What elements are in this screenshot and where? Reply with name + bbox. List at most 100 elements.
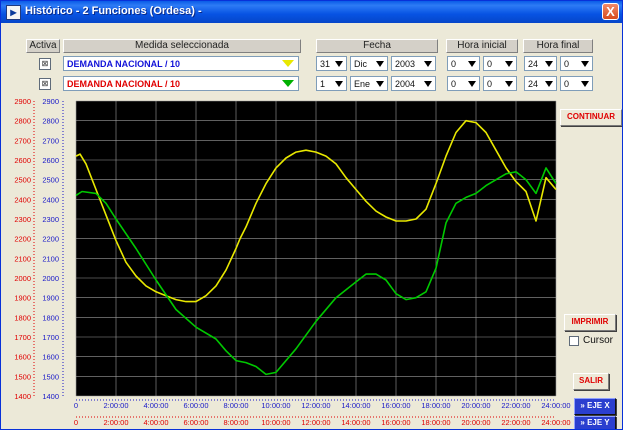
- end-minute-select-1[interactable]: 0: [560, 56, 593, 71]
- x-tick-label-top: 14:00:00: [341, 401, 370, 410]
- x-tick-label-bottom: 20:00:00: [461, 418, 490, 427]
- start-hour-select-2-value: 0: [451, 79, 457, 89]
- x-tick-label-bottom: 12:00:00: [301, 418, 330, 427]
- end-hour-select-1[interactable]: 24: [524, 56, 557, 71]
- x-tick-label-bottom: 16:00:00: [381, 418, 410, 427]
- active-checkbox-1[interactable]: ⊠: [39, 58, 51, 70]
- cursor-checkbox[interactable]: [569, 336, 579, 346]
- close-button[interactable]: X: [602, 3, 619, 20]
- chevron-down-icon: [505, 61, 513, 67]
- x-tick-label-top: 10:00:00: [261, 401, 290, 410]
- end-hour-select-1-value: 24: [528, 59, 539, 69]
- end-minute-select-1-value: 0: [564, 59, 570, 69]
- y-tick-label-right: 2300: [42, 215, 59, 224]
- series-line-1: [75, 119, 557, 303]
- x-tick-label-bottom: 4:00:00: [143, 418, 168, 427]
- series-line-2: [75, 167, 557, 376]
- end-hour-select-2-value: 24: [528, 79, 539, 89]
- header-date: Fecha: [316, 39, 438, 53]
- title-bar[interactable]: ▶ Histórico - 2 Funciones (Ordesa) - X: [1, 1, 622, 23]
- header-active: Activa: [26, 39, 60, 53]
- axis-x-button[interactable]: » EJE X: [574, 398, 616, 415]
- measure-select-2[interactable]: DEMANDA NACIONAL / 10: [63, 76, 299, 91]
- x-tick-label-top: 4:00:00: [143, 401, 168, 410]
- start-hour-select-1[interactable]: 0: [447, 56, 480, 71]
- x-tick-label-bottom: 24:00:00: [541, 418, 570, 427]
- day-select-1-value: 31: [320, 59, 331, 69]
- y-tick-label-right: 2100: [42, 254, 59, 263]
- chevron-down-icon: [282, 60, 294, 67]
- x-tick-label-bottom: 2:00:00: [103, 418, 128, 427]
- x-tick-label-bottom: 6:00:00: [183, 418, 208, 427]
- x-tick-label-top: 12:00:00: [301, 401, 330, 410]
- x-tick-label-top: 24:00:00: [541, 401, 570, 410]
- y-tick-label-right: 1600: [42, 353, 59, 362]
- header-start-time: Hora inicial: [446, 39, 518, 53]
- chevron-down-icon: [282, 80, 294, 87]
- cursor-label: Cursor: [583, 335, 614, 346]
- series-group: [75, 119, 557, 376]
- x-tick-label-top: 6:00:00: [183, 401, 208, 410]
- active-checkbox-2[interactable]: ⊠: [39, 78, 51, 90]
- chevron-down-icon: [335, 81, 343, 87]
- header-measure: Medida seleccionada: [63, 39, 301, 53]
- x-tick-label-bottom: 14:00:00: [341, 418, 370, 427]
- start-minute-select-1-value: 0: [487, 59, 493, 69]
- chevron-down-icon: [468, 61, 476, 67]
- window-title: Histórico - 2 Funciones (Ordesa) -: [25, 5, 202, 17]
- x-tick-label-bottom: 8:00:00: [223, 418, 248, 427]
- month-select-2[interactable]: Ene: [350, 76, 388, 91]
- x-axis: 0 0 2:00:00 2:00:00 4:00:00 4:00:00 6:00:00 6:0…: [74, 399, 571, 427]
- header-end-time: Hora final: [523, 39, 593, 53]
- start-minute-select-2-value: 0: [487, 79, 493, 89]
- x-tick-label-top: 2:00:00: [103, 401, 128, 410]
- year-select-2-value: 2004: [395, 79, 416, 89]
- chevron-down-icon: [468, 81, 476, 87]
- y-tick-label-left: 1900: [14, 294, 31, 303]
- y-tick-label-left: 2400: [14, 195, 31, 204]
- y-tick-label-right: 1900: [42, 294, 59, 303]
- y-tick-label-left: 1700: [14, 333, 31, 342]
- start-hour-select-1-value: 0: [451, 59, 457, 69]
- measure-select-1[interactable]: DEMANDA NACIONAL / 10: [63, 56, 299, 71]
- y-tick-label-right: 2200: [42, 235, 59, 244]
- y-tick-label-left: 2900: [14, 97, 31, 106]
- chevron-down-icon: [424, 61, 432, 67]
- day-select-2[interactable]: 1: [316, 76, 347, 91]
- x-tick-label-top: 22:00:00: [501, 401, 530, 410]
- app-icon: ▶: [6, 5, 21, 20]
- x-tick-label-top: 20:00:00: [461, 401, 490, 410]
- chevron-down-icon: [335, 61, 343, 67]
- y-tick-label-left: 1600: [14, 353, 31, 362]
- month-select-1[interactable]: Dic: [350, 56, 388, 71]
- month-select-1-value: Dic: [354, 59, 367, 69]
- y-tick-label-right: 1800: [42, 313, 59, 322]
- y-tick-label-right: 2600: [42, 156, 59, 165]
- day-select-1[interactable]: 31: [316, 56, 347, 71]
- chevron-down-icon: [505, 81, 513, 87]
- year-select-1[interactable]: 2003: [391, 56, 436, 71]
- start-hour-select-2[interactable]: 0: [447, 76, 480, 91]
- x-tick-label-top: 0: [74, 401, 78, 410]
- axis-y-button[interactable]: » EJE Y: [574, 416, 616, 429]
- exit-button[interactable]: SALIR: [573, 373, 609, 390]
- end-minute-select-2[interactable]: 0: [560, 76, 593, 91]
- y-tick-label-left: 2600: [14, 156, 31, 165]
- print-button[interactable]: IMPRIMIR: [564, 314, 616, 331]
- x-tick-label-top: 8:00:00: [223, 401, 248, 410]
- y-tick-label-right: 1500: [42, 372, 59, 381]
- end-hour-select-2[interactable]: 24: [524, 76, 557, 91]
- year-select-2[interactable]: 2004: [391, 76, 436, 91]
- start-minute-select-2[interactable]: 0: [483, 76, 517, 91]
- x-tick-label-bottom: 10:00:00: [261, 418, 290, 427]
- x-tick-label-top: 16:00:00: [381, 401, 410, 410]
- measure-select-1-value: DEMANDA NACIONAL / 10: [67, 59, 181, 69]
- continue-button[interactable]: CONTINUAR: [560, 109, 622, 126]
- chevron-down-icon: [424, 81, 432, 87]
- y-tick-label-right: 2800: [42, 117, 59, 126]
- y-tick-label-right: 2700: [42, 136, 59, 145]
- y-tick-label-right: 1400: [42, 392, 59, 401]
- start-minute-select-1[interactable]: 0: [483, 56, 517, 71]
